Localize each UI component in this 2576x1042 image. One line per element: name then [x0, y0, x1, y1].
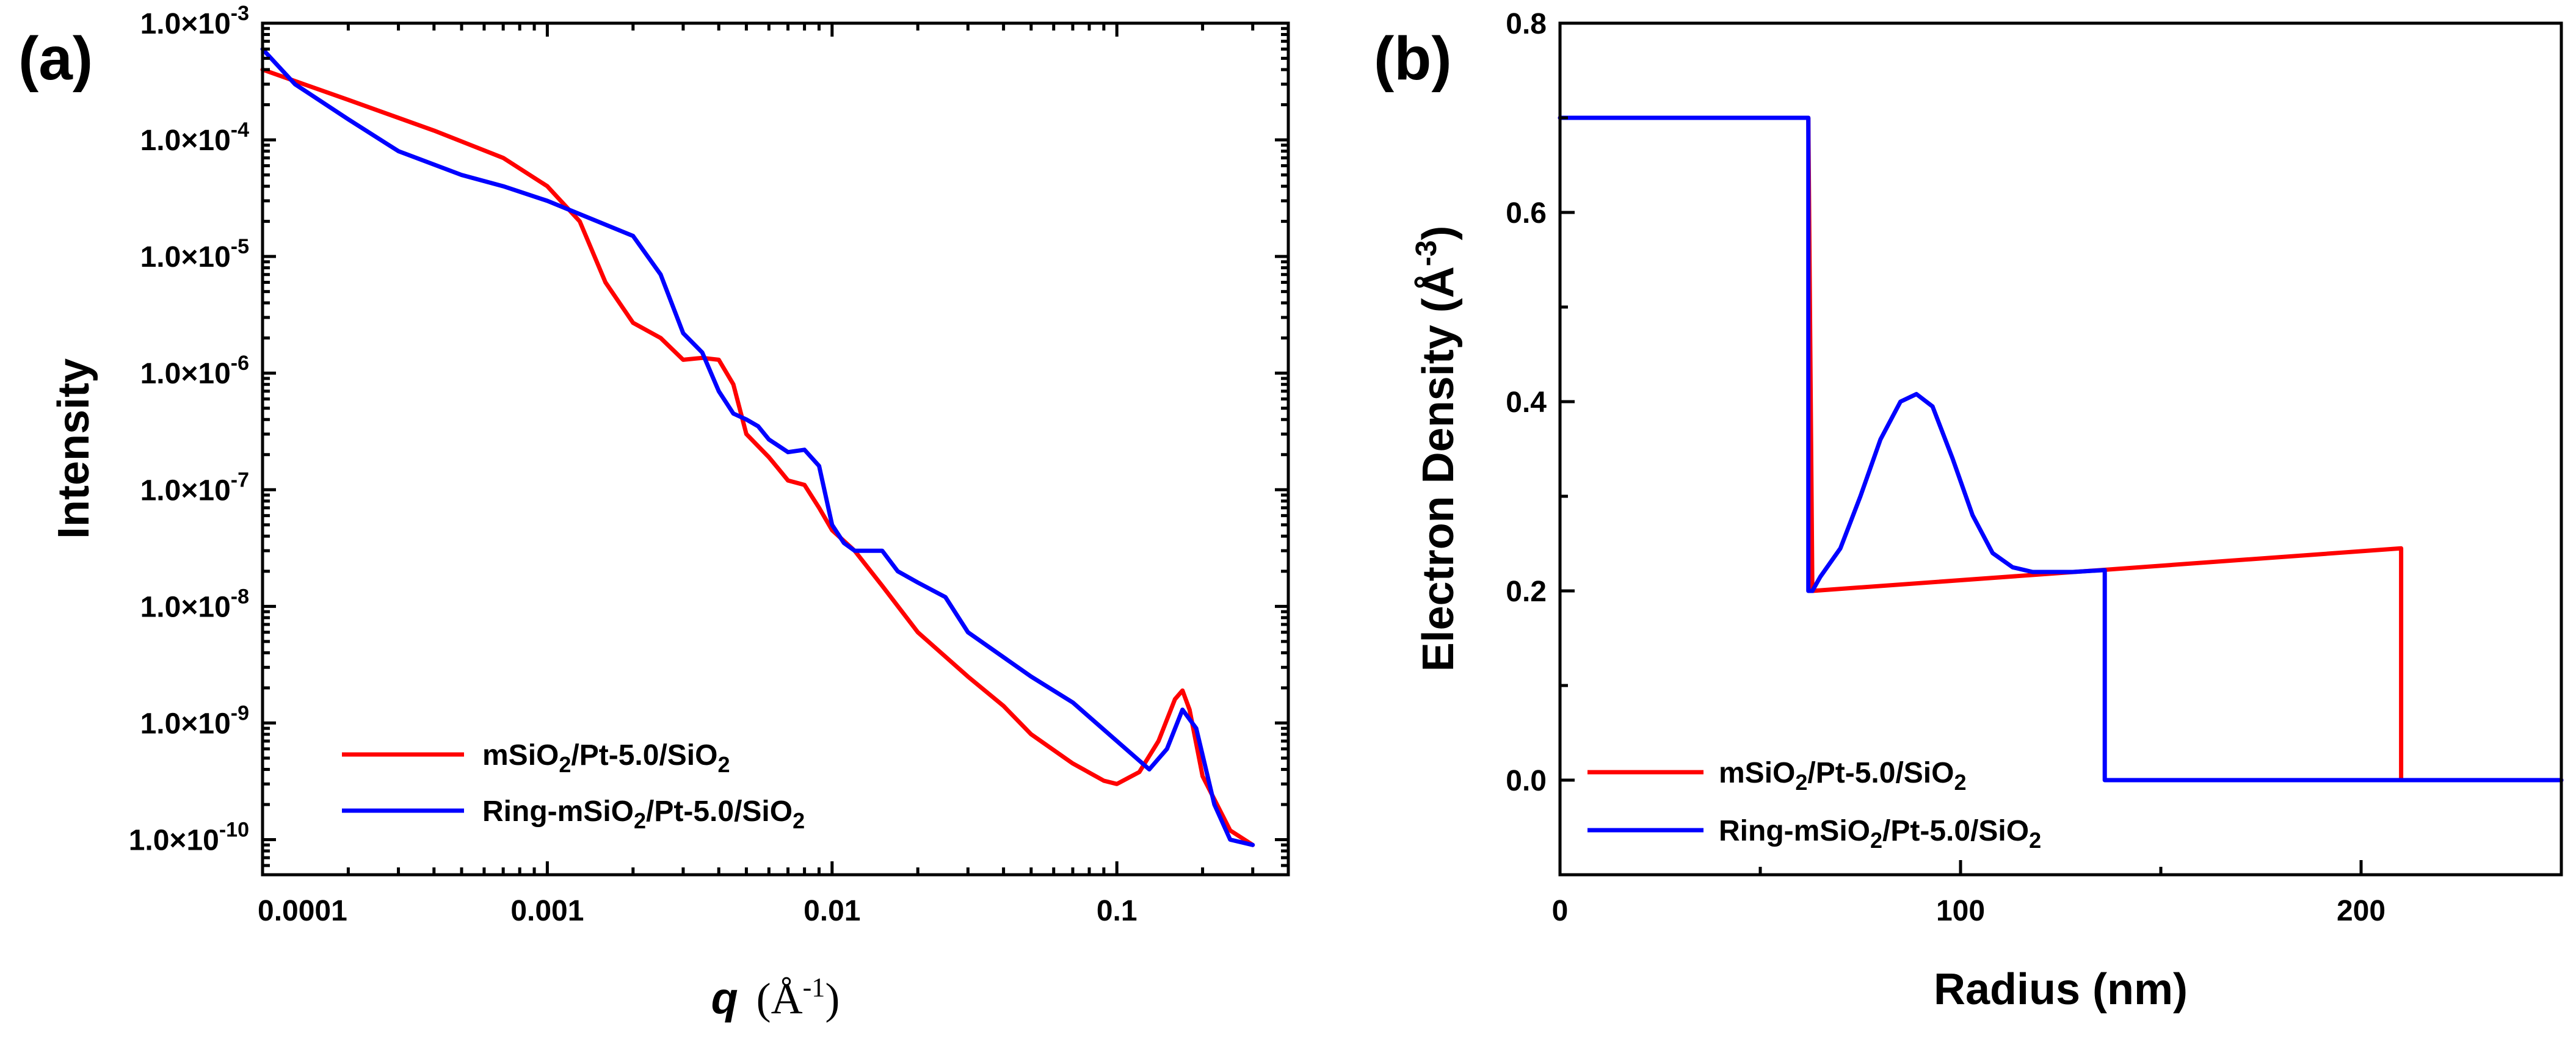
- panel-a-x-tick-label: 0.1: [1097, 895, 1137, 927]
- panel-a-legend-label: mSiO2/Pt-5.0/SiO2: [482, 739, 730, 777]
- panel-b-y-axis-title: Electron Density (Å-3): [1410, 226, 1463, 672]
- panel-b-legend-label: Ring-mSiO2/Pt-5.0/SiO2: [1719, 815, 2041, 853]
- panel-b-x-tick-label: 100: [1936, 895, 1985, 927]
- panel-a-y-axis-title: Intensity: [49, 358, 98, 539]
- panel-a-y-tick-label: 1.0×10-8: [140, 585, 249, 623]
- panel-a-y-tick-label: 1.0×10-3: [140, 2, 249, 40]
- panel-a-y-tick-label: 1.0×10-6: [140, 352, 249, 390]
- panel-b-label: (b): [1374, 24, 1452, 93]
- panel-a-y-tick-label: 1.0×10-7: [140, 468, 249, 507]
- panel-b-legend-label: mSiO2/Pt-5.0/SiO2: [1719, 757, 1967, 795]
- panel-a-x-tick-label: 0.001: [510, 895, 584, 927]
- panel-b-y-tick-label: 0.4: [1506, 386, 1547, 419]
- panel-b-chart: (b) 0 100 200 0.0 0.2 0.4 0.6 0.8 Electron Dens…: [1374, 8, 2564, 1014]
- panel-b-x-axis-title: Radius (nm): [1934, 965, 2188, 1014]
- panel-a-x-tick-label: 0.0001: [258, 895, 347, 927]
- panel-b-y-tick-label: 0.8: [1506, 8, 1547, 40]
- panel-b-x-tick-label: 0: [1552, 895, 1569, 927]
- panel-a-series-ring-msio2: [260, 46, 1255, 847]
- panel-b-y-tick-label: 0.6: [1506, 197, 1547, 230]
- panel-b-series-msio2: [1558, 115, 2564, 783]
- panel-a-legend-label: Ring-mSiO2/Pt-5.0/SiO2: [482, 795, 805, 833]
- panel-b-y-tick-label: 0.2: [1506, 576, 1547, 608]
- panel-a-ticks: [261, 21, 1290, 875]
- panel-a-legend: mSiO2/Pt-5.0/SiO2 Ring-mSiO2/Pt-5.0/SiO2: [342, 739, 805, 833]
- panel-a-x-axis-title: q (Å-1): [711, 972, 840, 1023]
- panel-a-y-tick-label: 1.0×10-9: [140, 701, 249, 740]
- panel-a-y-tick-label: 1.0×10-5: [140, 235, 249, 273]
- panel-b-x-tick-label: 200: [2337, 895, 2386, 927]
- panel-a-y-tick-label: 1.0×10-10: [129, 818, 249, 856]
- panel-b-legend: mSiO2/Pt-5.0/SiO2 Ring-mSiO2/Pt-5.0/SiO2: [1587, 757, 2041, 853]
- panel-a-series-lines: [260, 46, 1255, 847]
- panel-b-ticks: [1558, 21, 2563, 877]
- panel-b-plot-frame: [1558, 21, 2563, 877]
- panel-a-y-tick-label: 1.0×10-4: [140, 118, 249, 157]
- panel-b-series-lines: [1558, 115, 2564, 783]
- panel-a-plot-frame: [261, 21, 1290, 877]
- panel-a-chart: (a) 0.0001 0.001 0.01 0.1 1.0×10-10 1.0×10-9 1…: [18, 2, 1290, 1023]
- panel-a-series-msio2: [260, 67, 1255, 847]
- panel-b-series-ring-msio2: [1558, 115, 2564, 783]
- panel-a-x-tick-label: 0.01: [804, 895, 860, 927]
- panel-b-y-tick-label: 0.0: [1506, 765, 1547, 797]
- panel-a-label: (a): [18, 24, 93, 93]
